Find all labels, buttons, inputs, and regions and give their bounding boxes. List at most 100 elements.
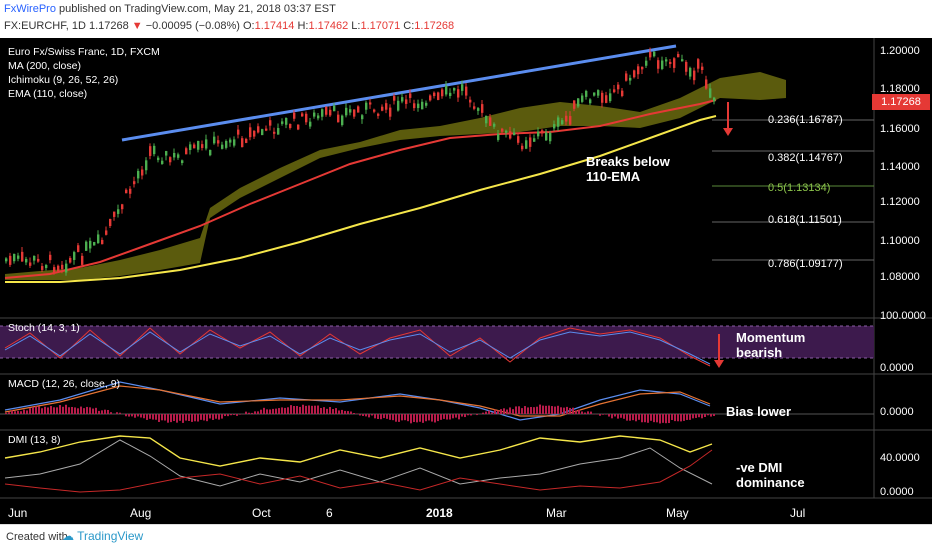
candle-body [333, 106, 335, 112]
candle-body [193, 145, 195, 149]
candle-body [445, 86, 447, 95]
legend-ma[interactable]: MA (200, close) [8, 60, 81, 72]
macd-histogram-bar [278, 408, 280, 414]
x-tick: May [666, 506, 689, 520]
candle-body [425, 103, 427, 106]
candle-body [397, 101, 399, 111]
macd-histogram-bar [620, 414, 622, 418]
candle-body [389, 108, 391, 117]
macd-histogram-bar [191, 414, 193, 422]
candle-body [65, 264, 67, 273]
macd-histogram-bar [710, 414, 712, 417]
macd-histogram-bar [341, 410, 343, 414]
macd-axis-zero: 0.0000 [880, 406, 914, 418]
candle-body [301, 113, 303, 116]
candle-body [13, 254, 15, 261]
macd-histogram-bar [188, 414, 190, 421]
publisher-name[interactable]: FxWirePro [4, 3, 56, 15]
macd-histogram-bar [44, 407, 46, 414]
candle-body [145, 160, 147, 170]
candle-body [249, 127, 251, 137]
macd-pane-label[interactable]: MACD (12, 26, close, 9) [8, 378, 120, 390]
ohlc-line: FX:EURCHF, 1D 1.17268 ▼ −0.00095 (−0.08%… [4, 20, 454, 32]
macd-histogram-bar [446, 414, 448, 420]
legend-ema[interactable]: EMA (110, close) [8, 88, 87, 100]
macd-histogram-bar [338, 410, 340, 414]
candle-body [697, 59, 699, 68]
candle-body [489, 117, 491, 126]
candle-body [41, 266, 43, 270]
footer: Created with ☁ TradingView [0, 524, 932, 551]
macd-histogram-bar [329, 407, 331, 414]
macd-histogram-bar [194, 414, 196, 421]
macd-histogram-bar [470, 414, 472, 415]
price-tick: 1.10000 [880, 235, 920, 247]
macd-histogram-bar [653, 414, 655, 422]
fib-label-0786: 0.786(1.09177) [768, 258, 843, 270]
candle-body [337, 115, 339, 123]
candle-body [289, 124, 291, 128]
annotation-bias: Bias lower [726, 404, 791, 419]
close-value: 1.17268 [414, 20, 454, 32]
candle-body [53, 267, 55, 273]
chart-canvas[interactable]: Euro Fx/Swiss Franc, 1D, FXCM MA (200, c… [0, 38, 932, 524]
macd-histogram-bar [215, 414, 217, 419]
annotation-momentum: Momentum bearish [736, 330, 805, 360]
created-with-text: Created with [6, 531, 68, 543]
macd-histogram-bar [131, 414, 133, 416]
candle-body [37, 259, 39, 262]
macd-histogram-bar [71, 407, 73, 414]
macd-histogram-bar [587, 411, 589, 414]
candle-body [181, 160, 183, 163]
macd-histogram-bar [656, 414, 658, 422]
candle-body [613, 89, 615, 92]
candle-body [421, 102, 423, 109]
macd-histogram-bar [281, 407, 283, 414]
macd-histogram-bar [458, 414, 460, 419]
candle-body [345, 108, 347, 116]
candle-body [621, 91, 623, 96]
macd-histogram-bar [77, 408, 79, 414]
candle-body [293, 113, 295, 119]
stoch-pane-label[interactable]: Stoch (14, 3, 1) [8, 322, 80, 334]
macd-histogram-bar [65, 405, 67, 414]
macd-histogram-bar [266, 409, 268, 414]
macd-histogram-bar [488, 411, 490, 414]
macd-histogram-bar [524, 406, 526, 414]
close-label: C: [403, 20, 414, 32]
tradingview-label: TradingView [77, 529, 143, 543]
macd-histogram-bar [176, 414, 178, 423]
macd-histogram-bar [218, 414, 220, 420]
candle-body [369, 102, 371, 104]
macd-histogram-bar [197, 414, 199, 422]
candle-body [605, 95, 607, 103]
candle-body [581, 96, 583, 102]
candle-body [109, 219, 111, 226]
macd-histogram-bar [182, 414, 184, 423]
price-tick: 1.12000 [880, 196, 920, 208]
macd-histogram-bar [263, 408, 265, 414]
candle-body [353, 110, 355, 117]
macd-histogram-bar [245, 412, 247, 414]
macd-histogram-bar [647, 414, 649, 423]
macd-histogram-bar [671, 414, 673, 420]
candle-body [73, 252, 75, 260]
candle-body [61, 265, 63, 269]
dmi-pane-label[interactable]: DMI (13, 8) [8, 434, 61, 446]
macd-histogram-bar [257, 411, 259, 414]
candle-body [649, 52, 651, 57]
legend-ichimoku[interactable]: Ichimoku (9, 26, 52, 26) [8, 74, 118, 86]
macd-histogram-bar [23, 410, 25, 414]
candle-body [313, 113, 315, 117]
macd-histogram-bar [533, 407, 535, 414]
tradingview-link[interactable]: ☁ TradingView [62, 529, 143, 543]
macd-histogram-bar [161, 414, 163, 420]
low-value: 1.17071 [360, 20, 400, 32]
macd-histogram-bar [575, 411, 577, 414]
macd-histogram-bar [626, 414, 628, 421]
macd-histogram-bar [350, 412, 352, 414]
macd-histogram-bar [239, 414, 241, 415]
candle-body [373, 110, 375, 112]
macd-histogram-bar [614, 414, 616, 416]
candle-body [197, 141, 199, 150]
